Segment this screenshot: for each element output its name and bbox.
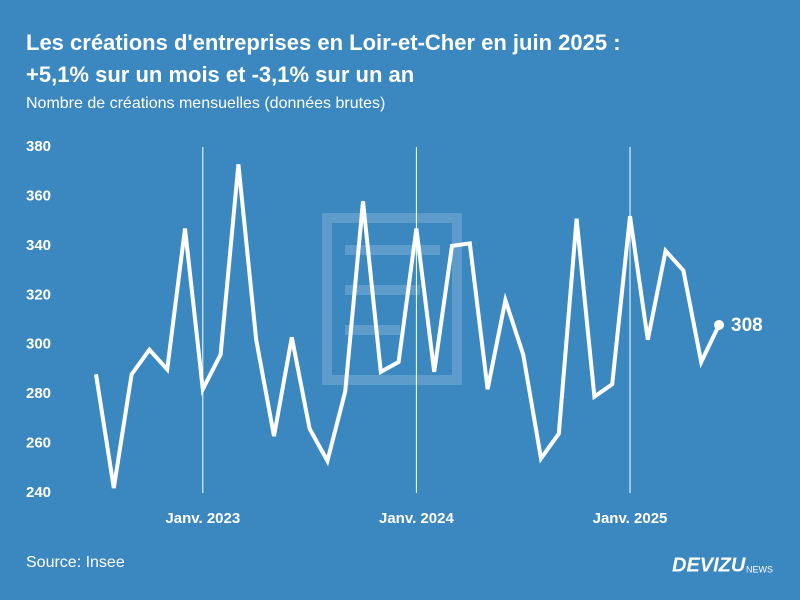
logo-suffix: NEWS bbox=[746, 564, 773, 574]
logo: DEVIZU bbox=[672, 554, 746, 576]
end-point bbox=[714, 319, 724, 330]
y-tick-label: 360 bbox=[26, 187, 51, 204]
y-tick-label: 340 bbox=[26, 237, 51, 254]
y-tick-label: 260 bbox=[26, 435, 51, 452]
y-tick-label: 240 bbox=[26, 484, 51, 501]
line bbox=[94, 164, 721, 489]
y-tick-label: 320 bbox=[26, 286, 51, 303]
x-tick-label: Janv. 2024 bbox=[379, 510, 454, 527]
chart-title: +5,1% sur un mois et -3,1% sur un an bbox=[26, 62, 414, 87]
data-label: 308 bbox=[731, 315, 763, 336]
source: Source: Insee bbox=[26, 554, 125, 571]
x-tick-label: Janv. 2023 bbox=[165, 510, 240, 527]
chart-title: Les créations d'entreprises en Loir-et-C… bbox=[26, 30, 621, 55]
y-tick-label: 380 bbox=[26, 138, 51, 155]
x-tick-label: Janv. 2025 bbox=[593, 510, 668, 527]
chart-subtitle: Nombre de créations mensuelles (données … bbox=[26, 95, 385, 112]
y-tick-label: 300 bbox=[26, 336, 51, 353]
y-tick-label: 280 bbox=[26, 385, 51, 402]
